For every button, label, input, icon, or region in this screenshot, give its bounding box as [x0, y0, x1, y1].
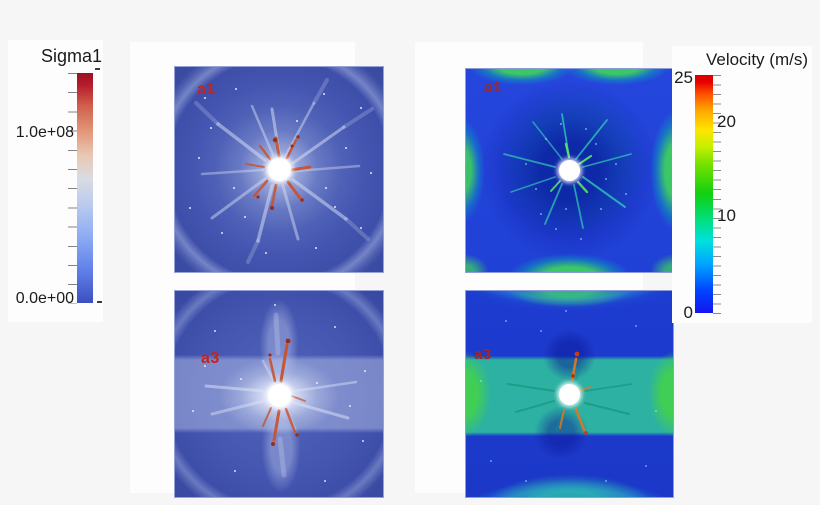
sigma-a1-borehole [267, 158, 291, 181]
sigma-a1-cracks-overlay [189, 78, 374, 264]
sigma-colorbar-top-end-mark [95, 68, 100, 70]
velocity-a1-label: a1 [484, 79, 502, 96]
sigma-colorbar-label-1e8: 1.0e+08 [15, 124, 74, 141]
velocity-colorbar-gradient [695, 75, 713, 313]
sigma-a3-panel: a3 [174, 290, 384, 498]
velocity-colorbar: Velocity (m/s) 25 20 10 0 [672, 46, 812, 323]
sigma-a1-panel: a1 [174, 66, 384, 273]
sigma-a3-cracks-overlay [192, 304, 366, 482]
velocity-panels-card: a1 [415, 42, 674, 498]
sigma-colorbar-label-0: 0.0e+00 [15, 290, 74, 307]
sigma-a3-borehole [267, 383, 291, 407]
sigma-panels-card: a1 [130, 42, 384, 498]
sigma-a1-label: a1 [197, 81, 216, 98]
velocity-a3-streaks-overlay [480, 310, 657, 482]
velocity-a3-panel: a3 [465, 290, 674, 498]
sigma-colorbar: Sigma1 1.0e+08 0.0e+00 [8, 40, 103, 322]
velocity-a1-streaks-overlay [503, 113, 632, 240]
sigma-colorbar-title: Sigma1 [40, 46, 102, 66]
velocity-colorbar-label-10: 10 [717, 206, 736, 225]
velocity-a3-borehole [559, 384, 580, 405]
velocity-colorbar-label-0: 0 [683, 303, 693, 322]
velocity-colorbar-title: Velocity (m/s) [705, 50, 808, 69]
velocity-colorbar-ticks [713, 75, 721, 314]
sigma-colorbar-gradient [77, 73, 93, 303]
sigma-colorbar-bottom-end-mark [97, 301, 102, 303]
velocity-a1-panel: a1 [465, 68, 674, 273]
sigma-colorbar-ticks [68, 73, 77, 304]
velocity-a1-borehole [559, 160, 580, 181]
velocity-colorbar-label-20: 20 [717, 112, 736, 131]
sigma-a3-label: a3 [201, 350, 220, 367]
velocity-colorbar-label-25: 25 [674, 68, 693, 87]
velocity-a3-label: a3 [474, 346, 492, 363]
